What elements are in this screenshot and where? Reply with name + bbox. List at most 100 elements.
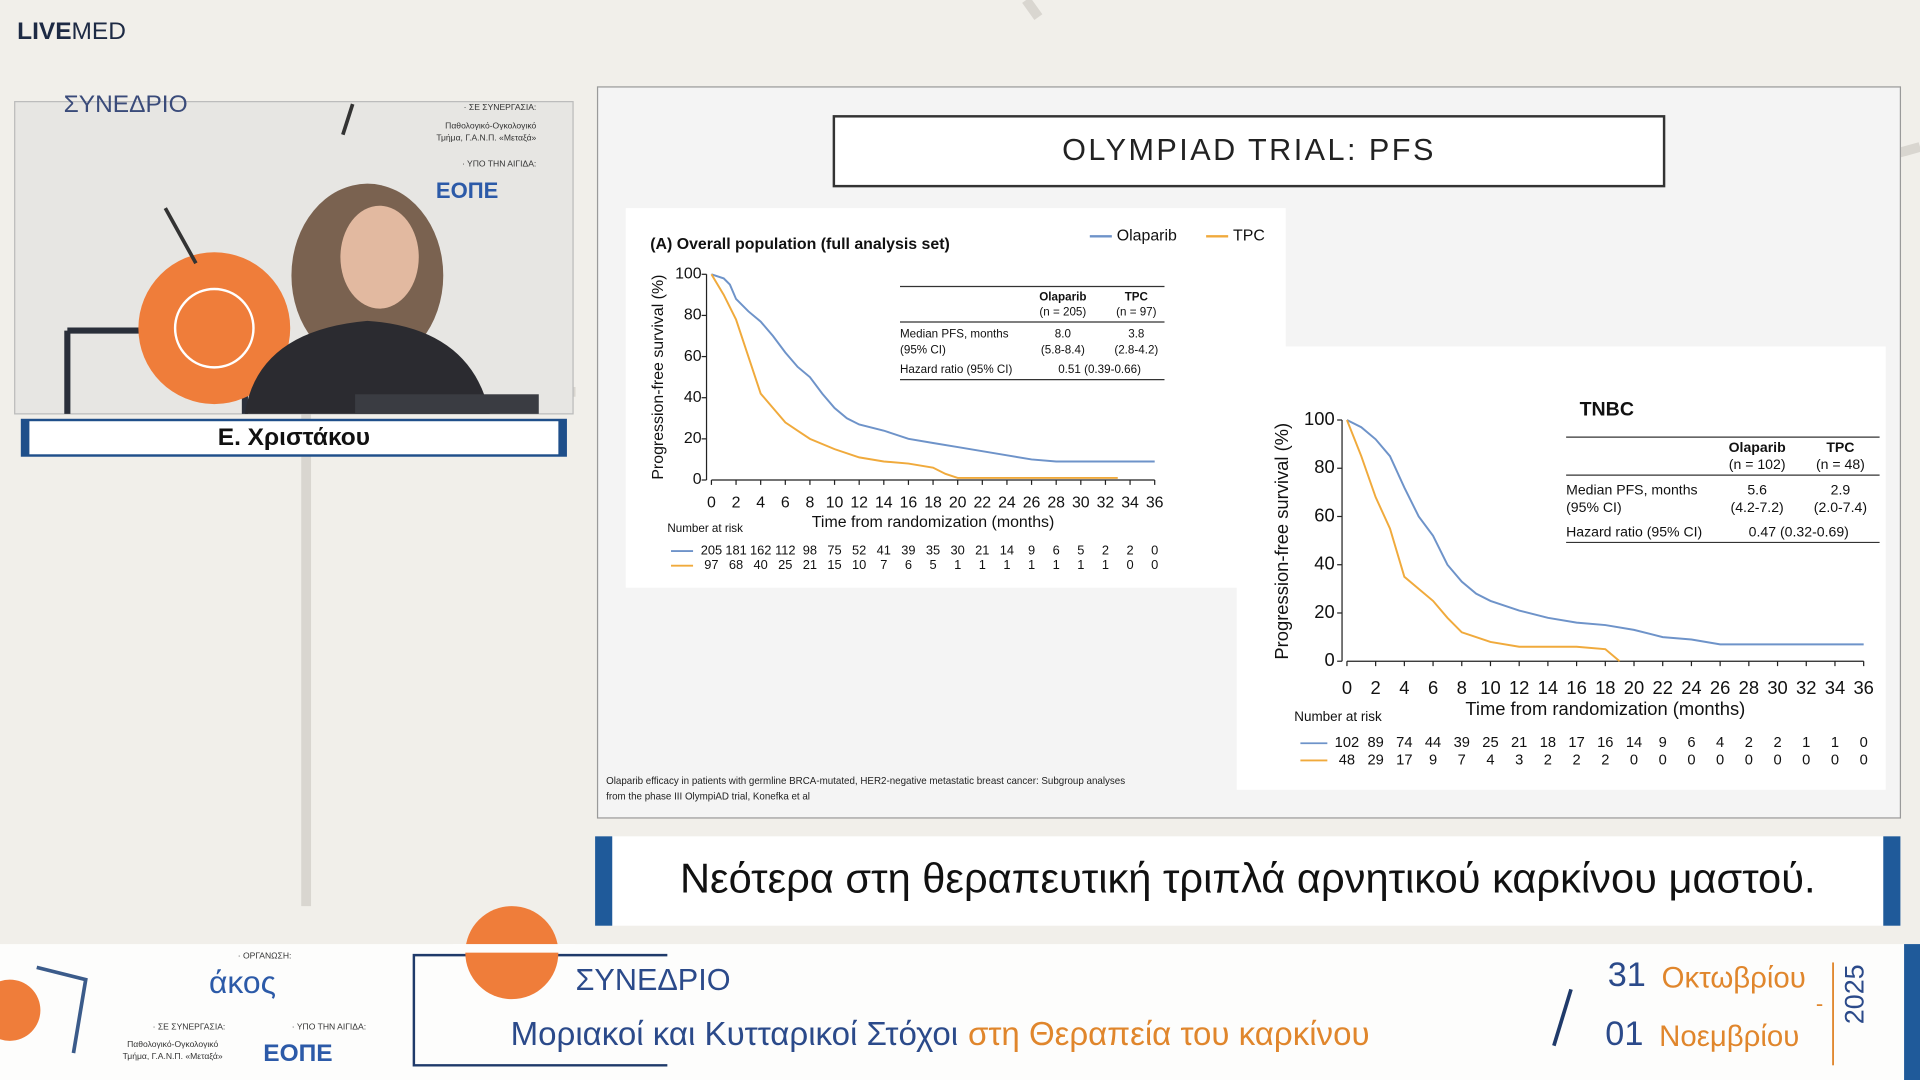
slide-title-box [832, 115, 1666, 188]
event-mask [453, 944, 576, 953]
caption: Νεότερα στη θεραπευτική τριπλά αρνητικού… [680, 855, 1816, 902]
x-tick-label: 10 [1480, 677, 1500, 698]
table-header: Olaparib [1039, 291, 1086, 304]
x-tick-label: 26 [1710, 677, 1730, 698]
y-tick-label: 100 [675, 265, 702, 282]
x-tick-label: 20 [1624, 677, 1644, 698]
citation: from the phase III OlympiAD trial, Konef… [606, 792, 810, 803]
y-tick-label: 0 [693, 471, 702, 488]
x-tick-label: 14 [875, 494, 893, 511]
x-tick-label: 32 [1796, 677, 1816, 698]
at-risk-count: 18 [1540, 735, 1556, 751]
table-header: (n = 48) [1816, 456, 1865, 472]
at-risk-count: 7 [1458, 752, 1466, 768]
footer-label: · ΥΠΟ ΤΗΝ ΑΙΓΙΔΑ: [292, 1022, 366, 1032]
chart: TNBC020406080100010248289294741764498397… [1236, 346, 1886, 790]
x-tick-label: 4 [1399, 677, 1409, 698]
date-day: 31 [1608, 956, 1646, 994]
table-header: Olaparib [1729, 439, 1787, 455]
at-risk-count: 35 [926, 542, 940, 557]
x-tick-label: 4 [756, 494, 765, 511]
survival-curve [1346, 419, 1864, 646]
chart: (A) Overall population (full analysis se… [625, 208, 1286, 588]
at-risk-count: 5 [929, 557, 936, 572]
at-risk-count: 16 [1597, 735, 1613, 751]
date-year: 2025 [1839, 964, 1869, 1024]
x-tick-label: 22 [1653, 677, 1673, 698]
y-axis-label: Progression-free survival (%) [650, 275, 667, 480]
at-risk-count: 0 [1831, 752, 1839, 768]
table-cell: 0.47 (0.32-0.69) [1749, 523, 1849, 539]
speaker-name: Ε. Χριστάκου [218, 424, 370, 451]
at-risk-count: 10 [852, 557, 866, 572]
chart-panel [1236, 346, 1886, 790]
logo: LIVEMED [17, 19, 126, 46]
backdrop-text: Τμήμα, Γ.Α.Ν.Π. «Μεταξά» [436, 133, 536, 143]
chart-title: TNBC [1580, 398, 1634, 420]
charts: (A) Overall population (full analysis se… [625, 208, 1886, 790]
legend-label: TPC [1233, 228, 1265, 245]
caption-bar [595, 836, 1901, 926]
table-header: TPC [1125, 291, 1149, 304]
name-bar [20, 418, 567, 457]
footer-text: Παθολογικό-Ογκολογικό [127, 1039, 218, 1049]
footer-edge [1904, 944, 1920, 1080]
table-cell: (2.0-7.4) [1814, 499, 1867, 515]
footer-text: Τμήμα, Γ.Α.Ν.Π. «Μεταξά» [123, 1051, 223, 1061]
table-row-label: Median PFS, months [1566, 482, 1697, 498]
at-risk-count: 0 [1659, 752, 1667, 768]
logo-light: MED [72, 19, 126, 46]
table-row-label: (95% CI) [900, 343, 946, 356]
y-tick-label: 20 [684, 430, 702, 447]
date-slash [1552, 988, 1573, 1047]
at-risk-count: 39 [1454, 735, 1470, 751]
organizer-logo: άκος [209, 964, 276, 1000]
table-header: TPC [1826, 439, 1854, 455]
subtitle-orange: στη Θεραπεία του καρκίνου [968, 1016, 1370, 1053]
table-row-label: Hazard ratio (95% CI) [900, 363, 1013, 376]
speaker-body [244, 320, 490, 414]
y-tick-label: 80 [684, 307, 702, 324]
x-tick-label: 22 [973, 494, 991, 511]
table-cell: (5.8-8.4) [1041, 343, 1085, 356]
at-risk-count: 29 [1367, 752, 1383, 768]
at-risk-count: 1 [1028, 557, 1035, 572]
x-tick-label: 32 [1097, 494, 1115, 511]
at-risk-count: 0 [1126, 557, 1133, 572]
x-tick-label: 0 [1342, 677, 1352, 698]
podium [355, 394, 539, 414]
event-title: ΣΥΝΕΔΡΙΟ [576, 963, 731, 997]
at-risk-count: 9 [1429, 752, 1437, 768]
table-row-label: (95% CI) [1566, 499, 1622, 515]
x-tick-label: 24 [1681, 677, 1701, 698]
at-risk-count: 1 [1102, 557, 1109, 572]
y-tick-label: 60 [1314, 504, 1334, 525]
table-row-label: Median PFS, months [900, 327, 1009, 340]
date-month: Νοεμβρίου [1659, 1020, 1799, 1053]
at-risk-count: 15 [827, 557, 841, 572]
at-risk-count: 30 [951, 542, 965, 557]
footer-strokes [36, 965, 88, 1054]
at-risk-count: 1 [1053, 557, 1060, 572]
survival-curve [711, 273, 1155, 463]
at-risk-count: 2 [1544, 752, 1552, 768]
at-risk-count: 112 [775, 542, 795, 557]
caption-edge [595, 836, 613, 926]
at-risk-label: Number at risk [1294, 709, 1382, 724]
at-risk-count: 0 [1773, 752, 1781, 768]
at-risk-label: Number at risk [667, 522, 743, 535]
at-risk-count: 1 [954, 557, 961, 572]
at-risk-count: 21 [975, 542, 989, 557]
x-tick-label: 36 [1853, 677, 1873, 698]
at-risk-count: 0 [1745, 752, 1753, 768]
footer-blob [0, 979, 41, 1041]
date-day: 01 [1605, 1015, 1643, 1053]
x-tick-label: 24 [998, 494, 1016, 511]
at-risk-count: 6 [1053, 542, 1060, 557]
at-risk-count: 2 [1745, 735, 1753, 751]
backdrop-event: ΣΥΝΕΔΡΙΟ [64, 91, 188, 118]
x-tick-label: 12 [850, 494, 868, 511]
at-risk-count: 14 [1000, 542, 1014, 557]
